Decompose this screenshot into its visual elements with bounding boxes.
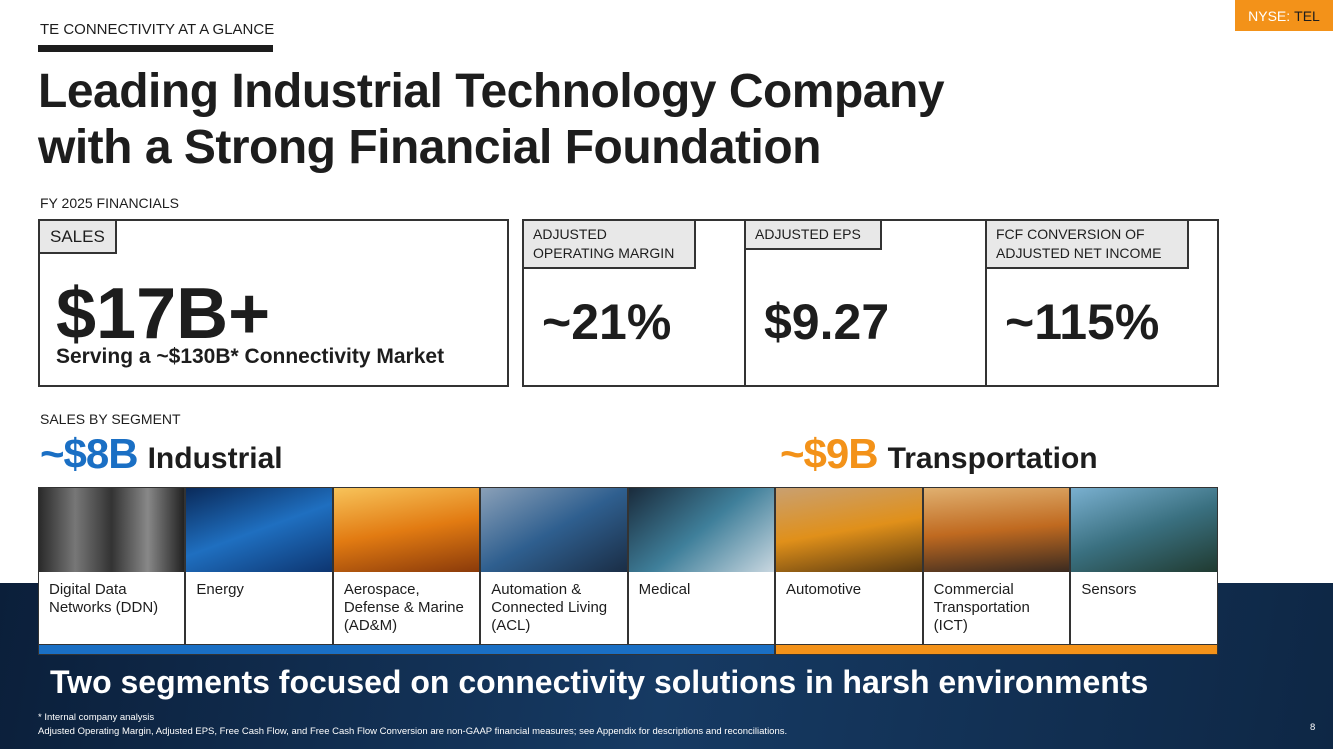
page-number: 8 <box>1310 722 1316 733</box>
segment-group: Automotive Commercial Transportation (ICT… <box>775 487 1218 655</box>
market-cell: Sensors <box>1071 488 1218 644</box>
market-label: Automotive <box>776 572 922 644</box>
sales-note: Serving a ~$130B* Connectivity Market <box>56 345 445 368</box>
market-label: Sensors <box>1071 572 1218 644</box>
tagline: Two segments focused on connectivity sol… <box>50 664 1149 700</box>
segment-amount: ~$8B <box>40 430 139 477</box>
metric-value: ~115% <box>1005 294 1160 350</box>
sales-box: SALES $17B+ Serving a ~$130B* Connectivi… <box>38 219 509 387</box>
footnote: * Internal company analysis <box>38 712 155 723</box>
metric: ADJUSTED OPERATING MARGIN ~21% <box>522 219 744 385</box>
metrics-box: ADJUSTED OPERATING MARGIN ~21% ADJUSTED EP… <box>522 219 1219 387</box>
market-label: Digital Data Networks (DDN) <box>39 572 185 644</box>
metric-value: ~21% <box>542 294 672 350</box>
title: with a Strong Financial Foundation <box>38 121 821 174</box>
market-cell: Aerospace, Defense & Marine (AD&M) <box>333 488 482 644</box>
segment-heading: ~$9B Transportation <box>780 430 1098 478</box>
market-label: Aerospace, Defense & Marine (AD&M) <box>333 572 480 644</box>
segment-name: Transportation <box>887 442 1098 475</box>
market-label: Energy <box>186 572 332 644</box>
ticker-badge: NYSE: TEL <box>1235 0 1333 31</box>
ticker-prefix: NYSE: <box>1248 7 1291 24</box>
segment-heading: ~$8B Industrial <box>40 430 283 478</box>
market-image <box>481 488 627 572</box>
market-image <box>628 488 775 572</box>
tag: ADJUSTED EPS <box>744 219 882 250</box>
title: Leading Industrial Technology Company <box>38 65 945 118</box>
ticker: TEL <box>1294 7 1320 24</box>
market-label: Automation & Connected Living (ACL) <box>481 572 627 644</box>
tag: FCF CONVERSION OF ADJUSTED NET INCOME <box>985 219 1189 269</box>
market-row: Automotive Commercial Transportation (ICT… <box>776 488 1218 644</box>
market-image <box>186 488 332 572</box>
market-cell: Commercial Transportation (ICT) <box>923 488 1072 644</box>
market-label: Commercial Transportation (ICT) <box>923 572 1070 644</box>
market-image <box>333 488 480 572</box>
market-cell: Automation & Connected Living (ACL) <box>481 488 629 644</box>
market-row: Digital Data Networks (DDN) Energy Aerospa… <box>39 488 775 644</box>
segment-name: Industrial <box>147 442 283 475</box>
segment-amount: ~$9B <box>780 430 879 477</box>
footnote: Adjusted Operating Margin, Adjusted EPS,… <box>38 726 788 737</box>
market-image <box>923 488 1070 572</box>
tag: SALES <box>38 219 117 254</box>
segment-bar <box>39 644 774 654</box>
market-image <box>1071 488 1218 572</box>
eyebrow: TE CONNECTIVITY AT A GLANCE <box>40 21 275 38</box>
section-label: FY 2025 FINANCIALS <box>40 195 180 211</box>
market-cell: Automotive <box>776 488 924 644</box>
metric-value: $9.27 <box>764 294 890 350</box>
metric: FCF CONVERSION OF ADJUSTED NET INCOME ~11… <box>985 219 1217 385</box>
market-cell: Medical <box>628 488 775 644</box>
segment-group: Digital Data Networks (DDN) Energy Aerospa… <box>38 487 775 655</box>
segment-bar <box>776 644 1217 654</box>
tag: ADJUSTED OPERATING MARGIN <box>522 219 696 269</box>
segment-grid: Digital Data Networks (DDN) Energy Aerospa… <box>38 487 1218 655</box>
market-cell: Energy <box>186 488 334 644</box>
market-image <box>39 488 185 572</box>
metric: ADJUSTED EPS $9.27 <box>744 219 985 385</box>
section-label: SALES BY SEGMENT <box>40 411 181 427</box>
market-image <box>776 488 922 572</box>
market-label: Medical <box>628 572 775 644</box>
market-cell: Digital Data Networks (DDN) <box>39 488 187 644</box>
sales-value: $17B+ <box>56 274 271 354</box>
eyebrow-bar <box>38 45 273 52</box>
